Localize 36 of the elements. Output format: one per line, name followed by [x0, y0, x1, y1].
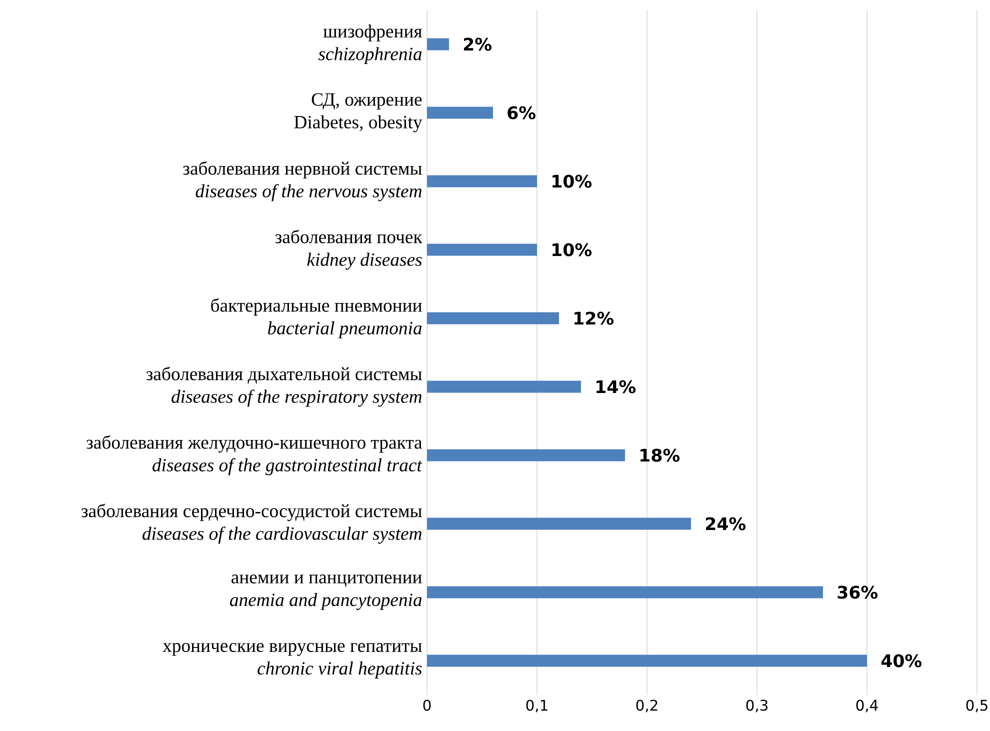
y-tick-label: заболевания почек kidney diseases	[275, 230, 422, 270]
x-tick-label: 0,5	[966, 700, 988, 712]
bar	[427, 244, 537, 256]
data-label: 10%	[552, 174, 592, 188]
data-label: 6%	[508, 106, 536, 120]
y-tick-label: СД, ожирение Diabetes, obesity	[294, 93, 422, 132]
data-label: 12%	[574, 312, 614, 325]
y-tick-label: заболевания сердечно-сосудистой системы diseases of the cardiovascular system	[81, 504, 422, 544]
bar	[427, 449, 625, 462]
data-label: 36%	[838, 586, 878, 599]
x-tick-label: 0,2	[636, 700, 658, 712]
y-tick-label: заболевания нервной системы diseases of the nervous system	[183, 161, 422, 202]
y-tick-label: анемии и панцитопении anemia and pancytopenia	[230, 574, 422, 610]
bar	[427, 586, 823, 598]
y-tick-label: шизофрения schizophrenia	[318, 24, 422, 64]
x-tick-label: 0,1	[526, 700, 548, 712]
y-tick-label: хронические вирусные гепатиты chronic viral hepatitis	[162, 643, 422, 678]
bar	[427, 106, 493, 119]
data-label: 2%	[464, 38, 492, 51]
y-tick-label: бактериальные пневмонии bacterial pneumonia	[211, 298, 422, 338]
data-label: 40%	[881, 654, 922, 668]
data-label: 24%	[706, 517, 746, 530]
bar	[427, 312, 559, 324]
bar	[427, 175, 537, 188]
y-tick-label: заболевания желудочно-кишечного тракта diseases of the gastrointestinal tract	[86, 435, 422, 476]
bar	[427, 654, 867, 667]
data-label: 10%	[552, 243, 592, 256]
x-tick-label: 0	[423, 700, 431, 711]
x-tick-label: 0,4	[856, 700, 878, 712]
bar	[427, 518, 691, 530]
data-label: 14%	[596, 380, 636, 394]
bar	[427, 38, 449, 50]
data-label: 18%	[640, 448, 680, 462]
x-tick-label: 0,3	[746, 700, 768, 712]
bar	[427, 380, 581, 393]
y-tick-label: заболевания дыхательной системы diseases of the respiratory system	[146, 366, 422, 407]
